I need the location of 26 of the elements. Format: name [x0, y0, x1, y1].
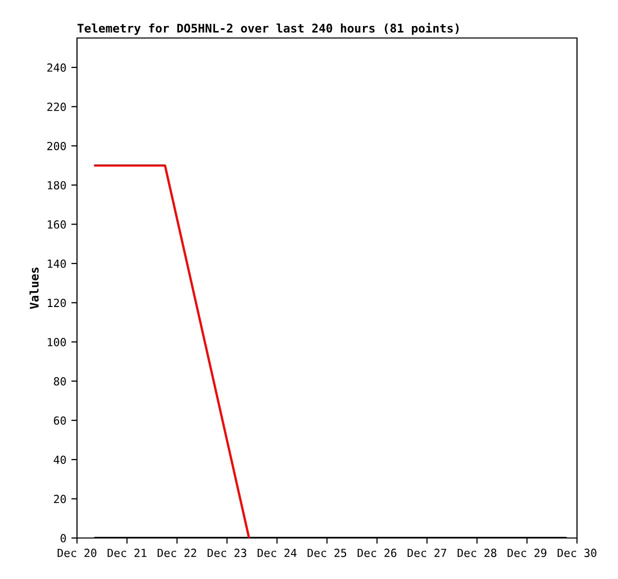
y-axis-title: Values — [30, 268, 39, 309]
y-tick-label: 240 — [47, 63, 66, 72]
x-tick-label: Dec 22 — [158, 548, 196, 558]
x-tick-label: Dec 21 — [108, 548, 146, 558]
y-tick-label: 80 — [54, 377, 66, 386]
x-tick-label: Dec 25 — [308, 548, 346, 558]
x-tick-label: Dec 28 — [458, 548, 496, 558]
y-tick-label: 140 — [48, 259, 66, 268]
x-tick-label: Dec 20 — [58, 548, 96, 558]
x-tick-label: Dec 24 — [258, 548, 297, 558]
chart-title: Telemetry for DO5HNL-2 over last 240 hours (81 points) — [78, 22, 459, 35]
y-tick-label: 120 — [48, 298, 66, 308]
y-tick-label: 220 — [47, 102, 66, 112]
y-tick-label: 160 — [48, 220, 66, 229]
x-tick-label: Dec 26 — [358, 548, 396, 558]
x-tick-label: Dec 29 — [508, 548, 546, 558]
y-tick-label: 40 — [54, 456, 66, 464]
y-tick-label: 100 — [48, 338, 66, 346]
y-tick-label: 60 — [54, 416, 66, 425]
x-tick-label: Dec 23 — [208, 548, 246, 558]
x-tick-label: Dec 30 — [558, 548, 596, 558]
y-tick-label: 200 — [47, 142, 66, 150]
y-tick-label: 20 — [54, 494, 66, 504]
y-tick-label: 0 — [60, 534, 66, 542]
x-tick-label: Dec 27 — [408, 548, 446, 558]
y-tick-label: 180 — [48, 181, 66, 190]
